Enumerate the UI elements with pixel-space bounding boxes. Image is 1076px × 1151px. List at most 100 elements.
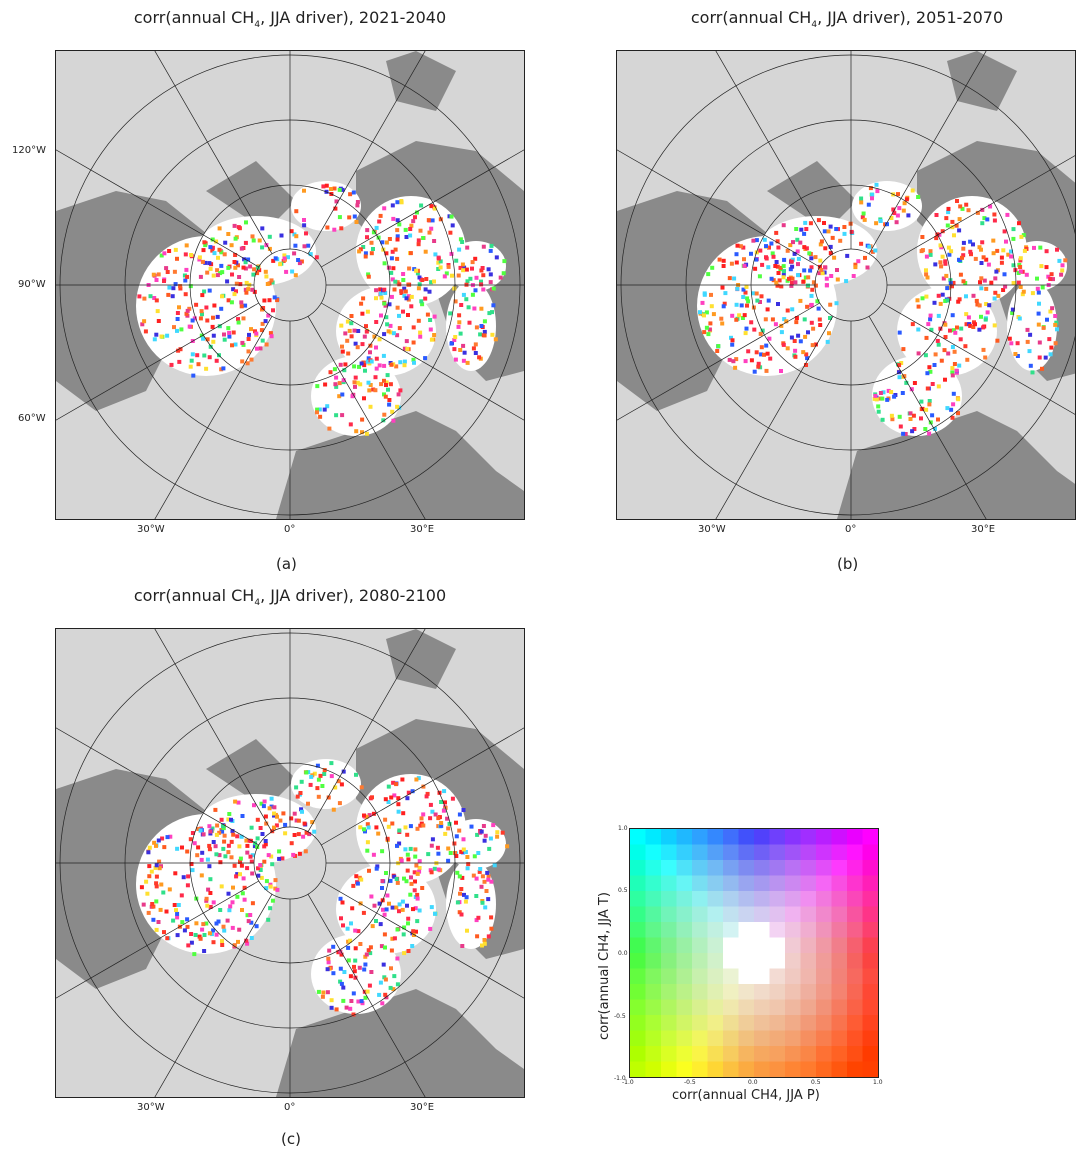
corr-pixel	[392, 793, 397, 798]
legend-cell	[862, 875, 879, 892]
permafrost-region	[872, 356, 962, 436]
corr-pixel	[411, 929, 416, 934]
corr-pixel	[242, 885, 247, 890]
meridian-line	[321, 302, 524, 421]
corr-pixel	[339, 916, 343, 921]
corr-pixel	[730, 338, 735, 343]
corr-pixel	[798, 339, 803, 344]
legend-cell	[630, 922, 646, 938]
corr-pixel	[432, 239, 437, 243]
corr-pixel	[345, 319, 350, 324]
corr-pixel	[231, 330, 236, 335]
legend-cell	[785, 844, 801, 861]
corr-pixel	[732, 276, 737, 281]
corr-pixel	[266, 917, 271, 922]
legend-cell	[661, 1061, 677, 1078]
corr-pixel	[794, 227, 799, 231]
corr-pixel	[401, 811, 406, 816]
corr-pixel	[417, 282, 422, 287]
corr-pixel	[479, 829, 484, 834]
corr-pixel	[453, 357, 458, 362]
corr-pixel	[247, 332, 251, 337]
corr-pixel	[326, 960, 331, 965]
legend-cell	[707, 875, 724, 892]
corr-pixel	[222, 252, 227, 257]
corr-pixel	[754, 257, 759, 262]
corr-pixel	[859, 196, 864, 201]
corr-pixel	[152, 840, 157, 845]
legend-cell	[630, 860, 646, 876]
corr-pixel	[302, 188, 306, 193]
corr-pixel	[147, 874, 152, 879]
corr-pixel	[353, 958, 358, 963]
corr-pixel	[386, 824, 391, 829]
panel-b-lon-label-30w: 30°W	[698, 524, 726, 535]
corr-pixel	[985, 310, 990, 315]
corr-pixel	[415, 871, 420, 876]
corr-pixel	[1016, 280, 1021, 285]
corr-pixel	[1049, 272, 1054, 277]
corr-pixel	[924, 407, 929, 412]
corr-pixel	[406, 916, 411, 921]
corr-pixel	[951, 280, 956, 285]
corr-pixel	[346, 351, 351, 356]
corr-pixel	[478, 867, 483, 871]
corr-pixel	[934, 213, 939, 217]
corr-pixel	[811, 326, 816, 331]
corr-pixel	[249, 859, 254, 864]
corr-pixel	[806, 283, 810, 288]
corr-pixel	[366, 825, 371, 830]
corr-pixel	[401, 272, 406, 276]
legend-cell	[723, 1030, 739, 1047]
corr-pixel	[708, 321, 713, 326]
corr-pixel	[979, 276, 984, 281]
corr-pixel	[267, 806, 272, 811]
corr-pixel	[159, 334, 164, 339]
corr-pixel	[446, 858, 451, 863]
corr-pixel	[205, 270, 210, 275]
corr-pixel	[165, 936, 170, 941]
corr-pixel	[756, 361, 761, 366]
corr-pixel	[363, 829, 367, 834]
corr-pixel	[481, 824, 486, 828]
corr-pixel	[142, 319, 147, 324]
corr-pixel	[140, 322, 145, 327]
corr-pixel	[924, 294, 929, 299]
corr-pixel	[159, 882, 164, 887]
legend-cell	[723, 922, 739, 938]
corr-pixel	[177, 359, 182, 364]
corr-pixel	[185, 849, 190, 854]
corr-pixel	[390, 409, 395, 414]
corr-pixel	[268, 884, 273, 889]
corr-pixel	[1019, 234, 1024, 239]
legend-cell	[862, 922, 879, 938]
corr-pixel	[845, 253, 850, 258]
legend-cell	[661, 1030, 677, 1047]
corr-pixel	[491, 823, 496, 828]
meridian-line	[715, 51, 834, 254]
corr-pixel	[866, 202, 871, 207]
corr-pixel	[1054, 320, 1059, 325]
corr-pixel	[255, 836, 260, 841]
corr-pixel	[268, 331, 273, 336]
corr-pixel	[755, 298, 760, 303]
corr-pixel	[306, 801, 310, 806]
corr-pixel	[258, 868, 263, 872]
corr-pixel	[397, 405, 402, 410]
legend-cell	[847, 1046, 863, 1062]
corr-pixel	[390, 905, 395, 910]
permafrost-region	[311, 356, 401, 436]
corr-pixel	[933, 352, 938, 357]
corr-pixel	[874, 397, 879, 402]
corr-pixel	[397, 326, 402, 331]
corr-pixel	[384, 251, 389, 256]
corr-pixel	[383, 817, 388, 822]
corr-pixel	[191, 373, 196, 378]
corr-pixel	[480, 900, 485, 905]
corr-pixel	[901, 347, 906, 352]
legend-cell	[800, 906, 817, 923]
corr-pixel	[348, 422, 353, 427]
corr-pixel	[378, 287, 383, 292]
corr-pixel	[738, 244, 743, 249]
corr-pixel	[1047, 337, 1052, 342]
